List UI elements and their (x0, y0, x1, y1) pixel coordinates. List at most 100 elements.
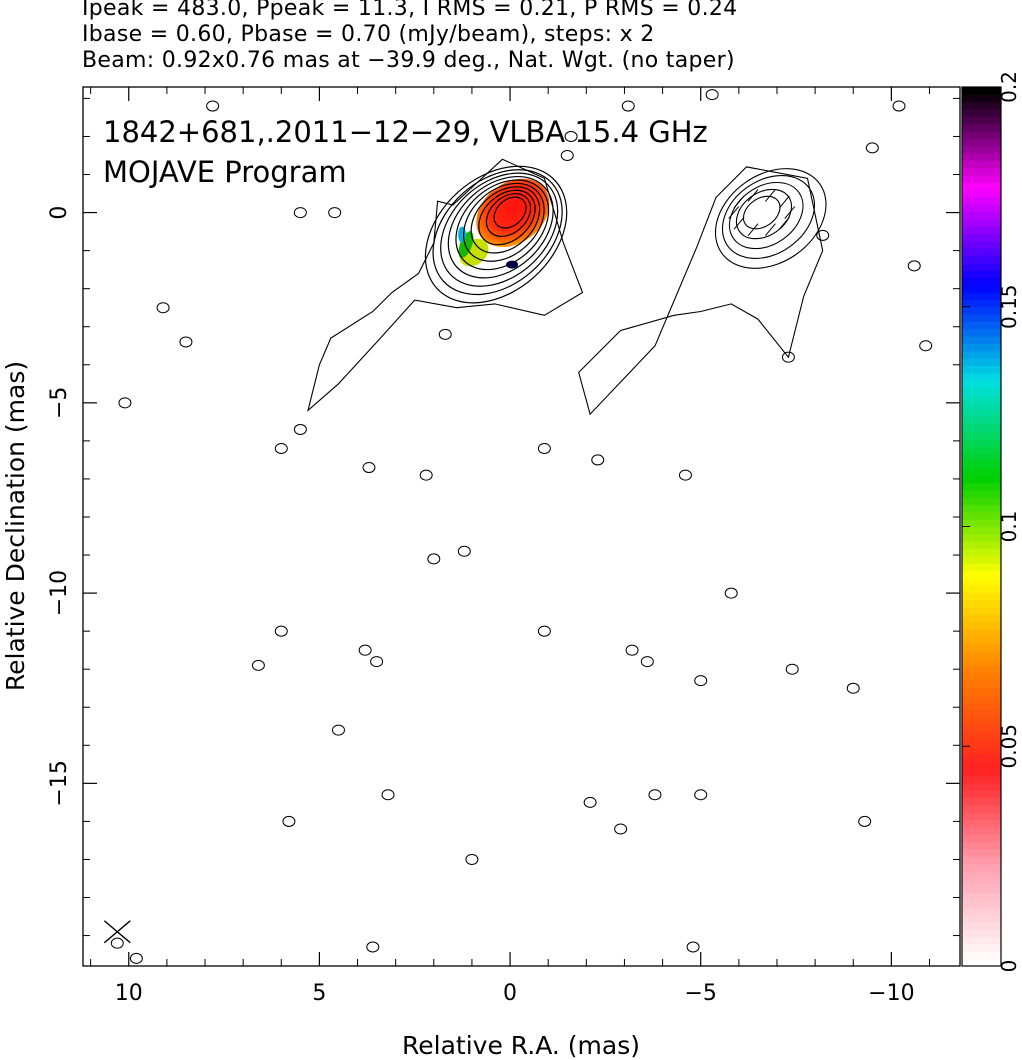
noise-contour (282, 815, 296, 827)
colorbar-segment (962, 724, 1001, 733)
colorbar-segment (962, 760, 1001, 769)
pol-panel-contour (742, 195, 781, 230)
colorbar-segment (962, 108, 1001, 117)
colorbar-segment (962, 570, 1001, 579)
colorbar-segment (962, 336, 1001, 344)
y-axis-label: Relative Declination (mas) (1, 361, 30, 691)
colorbar-segment (962, 592, 1001, 601)
colorbar-segment (962, 533, 1001, 542)
colorbar-segment (962, 292, 1001, 301)
colorbar-segment (962, 621, 1001, 630)
noise-contour (816, 229, 830, 241)
colorbar-segment (962, 643, 1001, 652)
noise-contour (362, 462, 376, 474)
colorbar-tick-label: 0.15 (997, 284, 1021, 329)
noise-contour (705, 89, 719, 101)
colorbar-segment (962, 182, 1001, 191)
colorbar-segment (962, 358, 1001, 366)
colorbar-segment (962, 541, 1001, 550)
header-line-2: Ibase = 0.60, Pbase = 0.70 (mJy/beam), s… (82, 22, 655, 47)
colorbar-segment (962, 160, 1001, 169)
colorbar-segment (962, 907, 1001, 916)
colorbar-segment (962, 636, 1001, 645)
noise-contour (370, 656, 384, 668)
colorbar-segment (962, 782, 1001, 791)
colorbar-segment (962, 673, 1001, 681)
axes: 10 5 0 −5 −10 0 −5 −10 −15 (47, 87, 960, 1006)
noise-contour (537, 625, 551, 637)
beam-marker (103, 920, 131, 944)
colorbar-segment (962, 819, 1001, 828)
colorbar-segment (962, 431, 1001, 440)
evpa-tick (747, 223, 759, 237)
colorbar-segment (962, 526, 1001, 535)
colorbar-segment (962, 504, 1001, 513)
evpa-tick (733, 195, 745, 209)
colorbar-segment (962, 511, 1001, 520)
noise-contour (419, 469, 433, 481)
colorbar-segment (962, 834, 1001, 843)
jet-envelope-contour (307, 158, 584, 412)
colorbar-segment (962, 841, 1001, 850)
noise-contour (118, 397, 132, 409)
header-text: Ipeak = 483.0, Ppeak = 11.3, I RMS = 0.2… (82, 0, 1012, 74)
colorbar-segment (962, 738, 1001, 747)
core-contour (478, 189, 536, 246)
colorbar-segment (962, 804, 1001, 813)
noise-contour (179, 336, 193, 348)
core-contour (455, 179, 550, 271)
noise-contour (331, 724, 345, 736)
colorbar-segment (962, 944, 1001, 952)
colorbar-segment (962, 380, 1001, 388)
noise-contour (293, 207, 307, 219)
core-contour (462, 182, 545, 262)
core-contour (432, 169, 563, 296)
noise-contour (274, 625, 288, 637)
colorbar-segment (962, 101, 1001, 110)
colorbar-tick-label: 0 (997, 960, 1021, 973)
noise-contour (625, 644, 639, 656)
noise-contour (358, 644, 372, 656)
colorbar-segment (962, 306, 1001, 315)
colorbar-segment (962, 284, 1001, 293)
noise-contour (724, 587, 738, 599)
colorbar-segment (962, 475, 1001, 484)
x-tick-label: −5 (684, 981, 716, 1006)
noise-contour (457, 545, 471, 557)
colorbar-segment (962, 255, 1001, 264)
colorbar-segment (962, 277, 1001, 286)
colorbar-segment (962, 694, 1001, 703)
colorbar-segment (962, 299, 1001, 308)
colorbar-segment (962, 716, 1001, 725)
colorbar-segment (962, 489, 1001, 498)
plot-frame (82, 86, 961, 967)
colorbar-segment (962, 218, 1001, 227)
colorbar-tick-label: 0.2 (997, 71, 1021, 103)
noise-contour (892, 100, 906, 112)
colorbar-segment (962, 900, 1001, 908)
core-contour (424, 165, 568, 304)
noise-contour (614, 823, 628, 835)
colorbar-segment (962, 145, 1001, 154)
colorbar-segment (962, 94, 1001, 103)
colorbar-segment (962, 453, 1001, 462)
colorbar-segment (962, 401, 1001, 410)
pol-panel-contour (735, 188, 793, 240)
noise-contour (785, 663, 799, 675)
colorbar-segment (962, 790, 1001, 799)
colorbar-segment (962, 768, 1001, 777)
core-contour (440, 172, 559, 287)
x-tick-label: 10 (115, 981, 143, 1006)
noise-contour (381, 789, 395, 801)
colorbar-segment (962, 951, 1001, 960)
program-label: MOJAVE Program (103, 155, 347, 189)
colorbar-segment (962, 826, 1001, 835)
noise-contour (907, 260, 921, 272)
colorbar-segment (962, 746, 1001, 755)
noise-contour (251, 659, 265, 671)
colorbar-segment (962, 914, 1001, 923)
colorbar-segment (962, 460, 1001, 469)
noise-contour (206, 100, 220, 112)
evpa-tick (778, 216, 790, 230)
evpa-tick (747, 189, 759, 202)
